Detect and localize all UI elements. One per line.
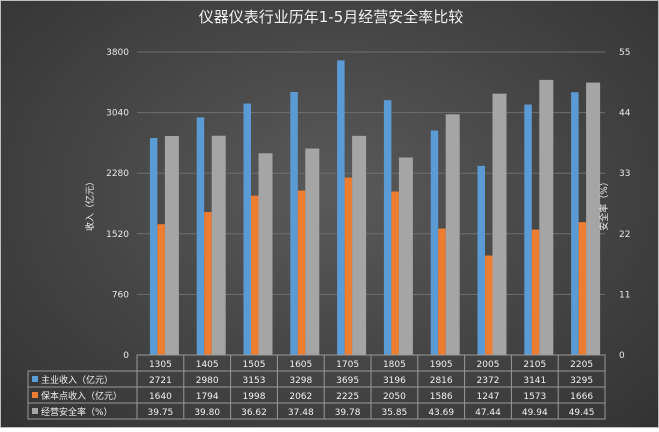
data-label: 1794 (196, 392, 219, 402)
category-label: 1305 (149, 360, 172, 370)
right-axis-label: 安全率（%） (598, 177, 610, 231)
bar-breakeven (204, 211, 212, 355)
left-tick-label: 3040 (106, 109, 129, 119)
data-label: 3196 (383, 376, 406, 386)
category-label: 1905 (430, 360, 453, 370)
bar-breakeven (438, 228, 446, 355)
data-label: 35.85 (382, 408, 408, 418)
bar-revenue (524, 104, 532, 356)
data-label: 1998 (243, 392, 266, 402)
data-label: 2721 (149, 376, 172, 386)
category-label: 1805 (383, 360, 406, 370)
data-label: 3295 (570, 376, 593, 386)
data-label: 36.62 (241, 408, 267, 418)
bar-safety-rate (211, 135, 226, 355)
data-label: 2050 (383, 392, 406, 402)
legend-label: 主业收入（亿元） (41, 374, 113, 386)
data-label: 3695 (336, 376, 359, 386)
bar-revenue (337, 60, 345, 355)
data-label: 37.48 (288, 408, 314, 418)
bar-revenue (477, 165, 485, 355)
bar-safety-rate (445, 114, 460, 355)
category-label: 2205 (570, 360, 593, 370)
bar-revenue (571, 92, 579, 356)
right-tick-label: 11 (619, 290, 630, 300)
left-tick-label: 3800 (106, 48, 129, 58)
left-tick-label: 2280 (106, 169, 129, 179)
right-axis-ticks: 0 11 22 33 44 55 (619, 48, 631, 361)
data-table: 1305 1405 1505 1605 1705 1805 1905 2005 2105 2205… (27, 354, 606, 420)
bar-breakeven (578, 222, 587, 355)
bar-safety-rate (586, 82, 601, 356)
legend-swatch (32, 408, 38, 414)
bar-safety-rate (164, 136, 179, 355)
chart-title: 仪器仪表行业历年1-5月经营安全率比较 (199, 8, 464, 26)
data-label: 39.75 (148, 408, 174, 418)
left-axis-label: 收入（亿元） (84, 177, 96, 231)
bars (149, 60, 601, 356)
data-label: 43.69 (428, 408, 454, 418)
bar-revenue (290, 92, 298, 355)
data-label: 1640 (149, 392, 172, 402)
right-tick-label: 0 (619, 351, 625, 361)
data-label: 2816 (430, 376, 453, 386)
legend-label: 保本点收入（亿元） (41, 390, 122, 402)
bar-safety-rate (398, 157, 413, 355)
right-tick-label: 22 (619, 230, 630, 240)
legend-swatch (32, 376, 38, 382)
bar-safety-rate (352, 135, 367, 355)
left-tick-label: 0 (123, 351, 129, 361)
left-tick-label: 1520 (106, 230, 129, 240)
right-tick-label: 33 (619, 169, 630, 179)
left-tick-label: 760 (112, 290, 129, 300)
bar-safety-rate (492, 93, 507, 355)
data-label: 3298 (289, 376, 312, 386)
bar-breakeven (157, 224, 165, 355)
data-label: 49.45 (569, 408, 595, 418)
category-label: 1505 (243, 360, 266, 370)
left-axis-ticks: 0 760 1520 2280 3040 3800 (106, 48, 129, 361)
bar-breakeven (531, 229, 540, 355)
data-label: 3153 (243, 376, 266, 386)
bar-breakeven (251, 195, 259, 355)
category-label: 1705 (336, 360, 359, 370)
data-label: 2980 (196, 376, 219, 386)
right-tick-label: 44 (619, 109, 631, 119)
data-label: 39.80 (194, 408, 220, 418)
data-label: 39.78 (335, 408, 361, 418)
bar-revenue (430, 130, 439, 355)
bar-revenue (196, 117, 205, 355)
category-label: 2105 (523, 360, 546, 370)
data-label: 1573 (523, 392, 546, 402)
legend-swatch (32, 392, 38, 398)
right-tick-label: 55 (619, 48, 630, 58)
bar-breakeven (297, 190, 306, 355)
category-label: 1405 (196, 360, 219, 370)
category-label: 1605 (289, 360, 312, 370)
data-label: 1666 (570, 392, 593, 402)
data-label: 49.94 (522, 408, 548, 418)
category-label: 2005 (477, 360, 500, 370)
bar-breakeven (344, 177, 353, 355)
legend-label: 经营安全率（%） (41, 406, 113, 418)
data-label: 1586 (430, 392, 453, 402)
data-label: 1247 (477, 392, 500, 402)
data-label: 2062 (289, 392, 312, 402)
data-label: 3141 (523, 376, 546, 386)
bar-safety-rate (539, 79, 554, 355)
bar-safety-rate (305, 148, 320, 355)
bar-breakeven (485, 255, 493, 355)
bar-revenue (383, 100, 392, 356)
data-label: 2372 (477, 376, 500, 386)
data-label: 2225 (336, 392, 359, 402)
bar-safety-rate (258, 153, 273, 355)
bar-revenue (243, 103, 251, 355)
bar-revenue (149, 138, 158, 355)
data-label: 47.44 (475, 408, 501, 418)
bar-breakeven (391, 191, 399, 355)
